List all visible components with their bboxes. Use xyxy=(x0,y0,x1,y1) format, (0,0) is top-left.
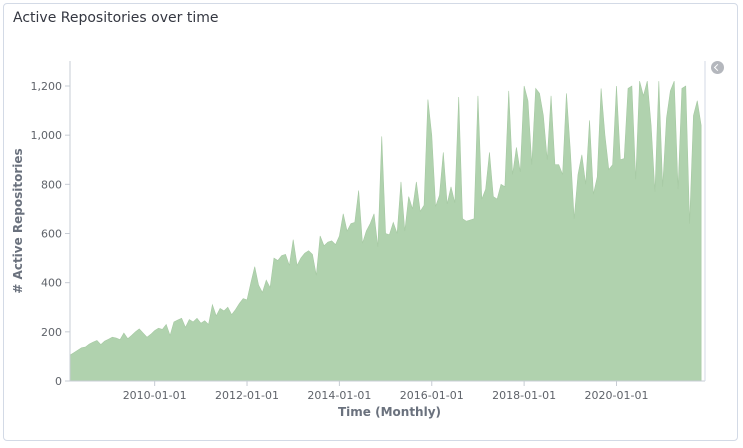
legend-toggle-chevron-left-icon[interactable] xyxy=(711,61,724,74)
panel-title: Active Repositories over time xyxy=(13,10,219,26)
x-axis-title: Time (Monthly) xyxy=(338,405,441,419)
x-tick-label: 2020-01-01 xyxy=(585,389,649,402)
y-tick-label: 1,200 xyxy=(31,80,63,93)
y-tick-label: 400 xyxy=(41,277,62,290)
y-tick-label: 1,000 xyxy=(31,129,63,142)
axes-layer: 0 200 400 600 800 1,000 1,200 2010-01-01 2012-01… xyxy=(31,61,706,402)
x-tick-label: 2010-01-01 xyxy=(123,389,187,402)
x-tick-label: 2012-01-01 xyxy=(215,389,279,402)
x-tick-label: 2018-01-01 xyxy=(492,389,556,402)
y-tick-label: 200 xyxy=(41,326,62,339)
series-area xyxy=(69,80,702,382)
y-axis-title: # Active Repositories xyxy=(11,148,25,293)
y-tick-label: 600 xyxy=(41,228,62,241)
y-tick-label: 0 xyxy=(55,375,62,388)
x-tick-label: 2016-01-01 xyxy=(400,389,464,402)
y-tick-label: 800 xyxy=(41,178,62,191)
x-tick-label: 2014-01-01 xyxy=(307,389,371,402)
